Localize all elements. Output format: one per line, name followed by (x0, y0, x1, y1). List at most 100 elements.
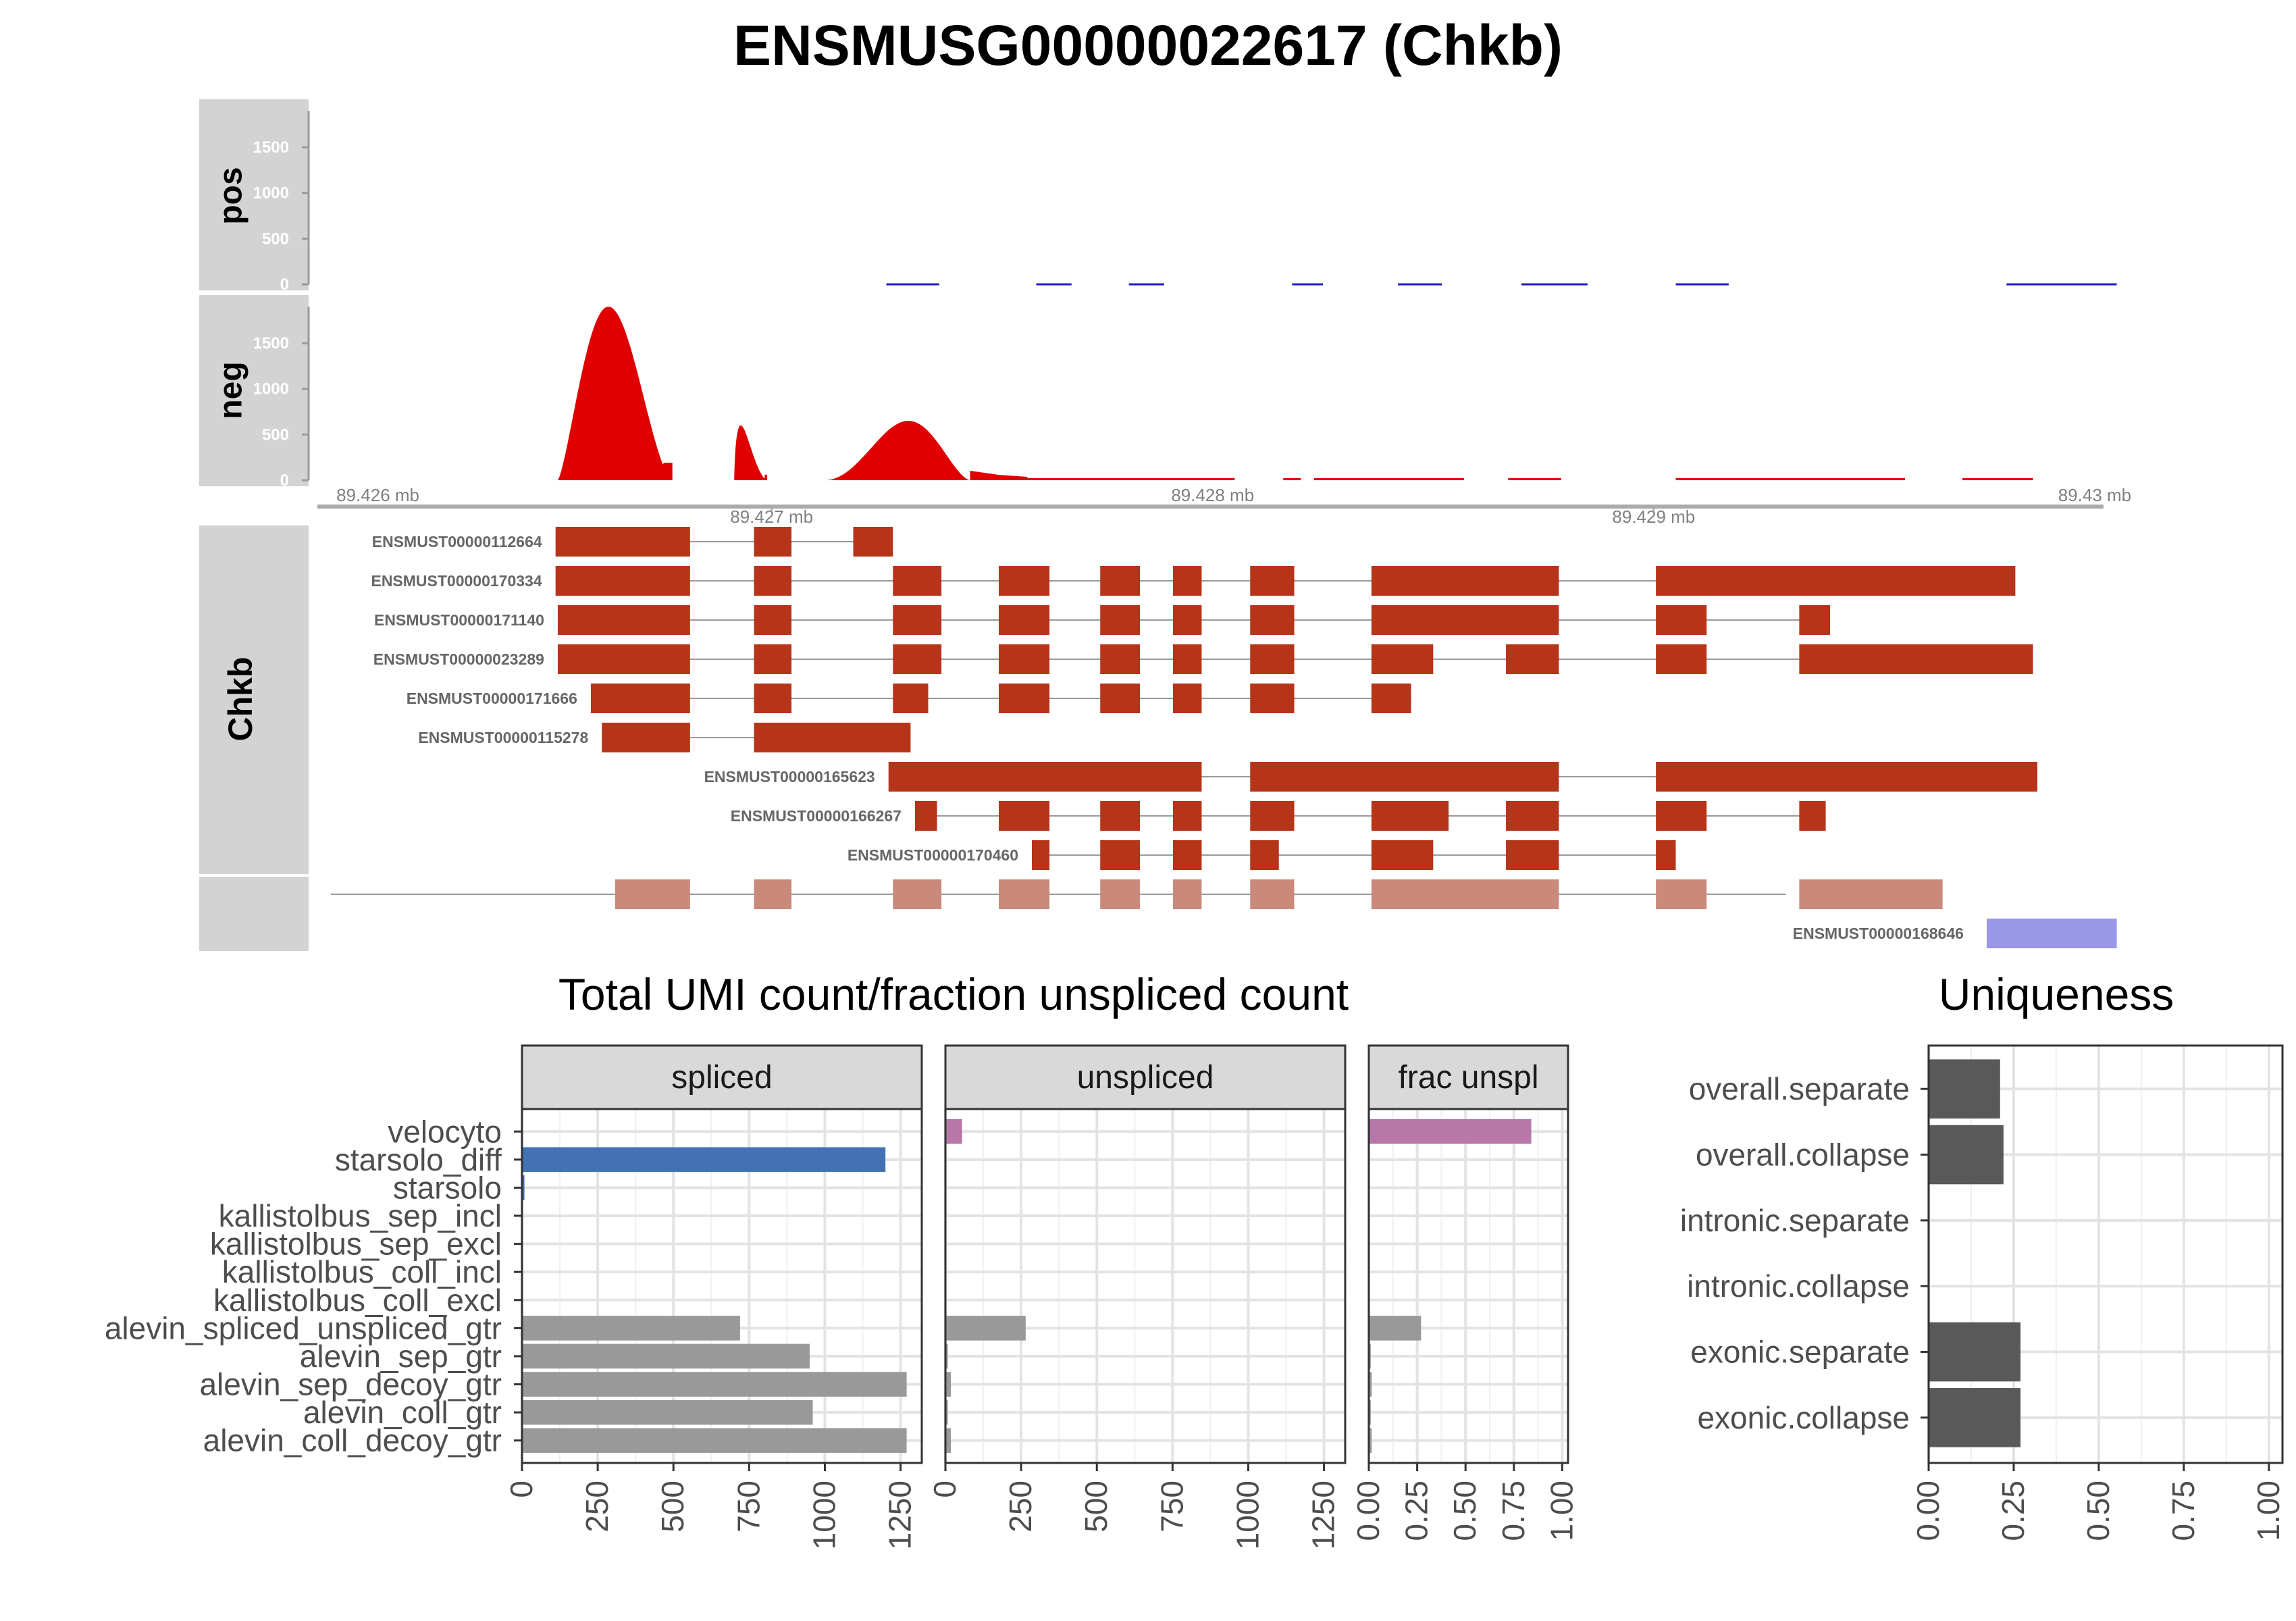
transcript-exon (893, 684, 929, 713)
uniqueness-category-label: exonic.collapse (1697, 1400, 1910, 1435)
transcript-label: ENSMUST00000165623 (704, 768, 875, 786)
category-label: starsolo_diff (335, 1142, 502, 1177)
gene-track-label: Chkb (221, 657, 259, 742)
transcript-exon (1100, 605, 1141, 635)
pos-tick-label: 0 (280, 276, 289, 294)
umi-bar (522, 1399, 813, 1425)
umi-bar (1369, 1372, 1372, 1397)
transcript-exon (557, 605, 690, 635)
umi-bar (522, 1428, 907, 1453)
transcript-exon (1506, 644, 1559, 674)
pos-track-strip (199, 99, 309, 290)
neg-tick-label: 1500 (253, 334, 289, 353)
transcript-exon (1371, 644, 1434, 674)
transcript-exon (1172, 684, 1202, 713)
transcript-exon (1100, 566, 1141, 596)
transcript-exon (590, 684, 690, 713)
neg-coverage-segment (1962, 478, 2033, 480)
extra-track-strip (199, 877, 309, 951)
uniqueness-bar (1929, 1322, 2021, 1382)
umi-bar (522, 1175, 525, 1200)
scale-tick-label: 89.43 mb (2058, 485, 2131, 505)
category-label: alevin_coll_decoy_gtr (203, 1423, 502, 1458)
umi-bar (945, 1343, 948, 1369)
facet-strip (1367, 1044, 1569, 1110)
x-tick-label: 1.00 (2251, 1481, 2286, 1541)
collapsed-exon (999, 879, 1050, 909)
category-label: alevin_spliced_unspliced_gtr (105, 1310, 502, 1345)
x-tick-label: 250 (579, 1481, 615, 1533)
transcript-exon (754, 527, 792, 557)
category-label: starsolo (393, 1170, 502, 1205)
facet-strip (944, 1044, 1347, 1110)
transcript-exon (754, 723, 911, 752)
pos-track-label: pos (213, 167, 249, 224)
neg-tick-label: 500 (262, 426, 289, 444)
category-label: alevin_sep_decoy_gtr (199, 1367, 502, 1402)
collapsed-exon (1100, 879, 1141, 909)
umi-bar (945, 1428, 951, 1453)
umi-bar (1369, 1118, 1532, 1144)
pos-tick-label: 500 (262, 230, 289, 248)
gene-track-strip (199, 525, 309, 874)
category-label: kallistolbus_sep_incl (219, 1198, 502, 1233)
transcript-exon (1250, 684, 1295, 713)
uniqueness-category-label: exonic.separate (1690, 1335, 1910, 1370)
transcript-exon (1250, 801, 1295, 831)
transcript-exon (1656, 644, 1707, 674)
umi-bar (1369, 1316, 1421, 1341)
transcript-exon (1371, 684, 1411, 713)
transcript-exon (893, 566, 942, 596)
neg-coverage-segment (1675, 478, 1906, 480)
collapsed-exon (1172, 879, 1202, 909)
transcript-exon (1506, 801, 1559, 831)
x-tick-label: 1250 (883, 1481, 918, 1549)
x-tick-label: 1.00 (1544, 1481, 1579, 1541)
x-tick-label: 500 (1078, 1481, 1114, 1533)
transcript-exon (1371, 840, 1434, 870)
transcript-exon (1656, 605, 1707, 635)
umi-bar (945, 1118, 962, 1144)
transcript-exon (1656, 762, 2038, 792)
transcript-exon (1371, 605, 1559, 635)
transcript-exon (999, 566, 1050, 596)
figure-title: ENSMUSG00000022617 (Chkb) (733, 14, 1563, 77)
scale-tick-label: 89.426 mb (336, 485, 419, 505)
transcript-exon (1799, 605, 1831, 635)
transcript-exon (1250, 644, 1295, 674)
transcript-exon (1172, 840, 1202, 870)
facet-strip-label: frac unspl (1398, 1060, 1538, 1096)
neg-coverage-segment (1027, 478, 1235, 480)
extra-transcript-exon (1986, 919, 2117, 948)
transcript-label: ENSMUST00000170460 (847, 846, 1018, 864)
collapsed-exon (615, 879, 690, 909)
x-tick-label: 0.50 (2081, 1481, 2116, 1541)
collapsed-exon (1250, 879, 1295, 909)
neg-y-axis: 0 500 1000 1500 (253, 307, 310, 490)
genome-scale-bar: 89.426 mb 89.428 mb 89.43 mb 89.427 mb 89.42… (317, 485, 2131, 527)
uniqueness-category-label: intronic.collapse (1687, 1268, 1910, 1304)
facet-border (1367, 1108, 1569, 1464)
umi-bar (522, 1147, 886, 1173)
transcript-models: ENSMUST00000112664 ENSMUST00000170334 ENSM… (330, 527, 2117, 948)
x-tick-label: 0.00 (1910, 1481, 1946, 1541)
pos-y-axis: 0 500 1000 1500 (253, 111, 310, 294)
transcript-exon (1172, 566, 1202, 596)
transcript-label: ENSMUST00000171140 (374, 611, 544, 629)
collapsed-exon (1799, 879, 1943, 909)
neg-coverage-peak (557, 307, 673, 480)
facet-border (521, 1108, 923, 1464)
uniqueness-bar (1929, 1059, 2000, 1119)
transcript-exon (555, 527, 690, 557)
x-tick-label: 0.75 (2166, 1481, 2201, 1541)
transcript-exon (754, 566, 792, 596)
transcript-exon (557, 644, 690, 674)
transcript-exon (754, 684, 792, 713)
transcript-exon (1250, 605, 1295, 635)
transcript-label: ENSMUST00000170334 (371, 572, 542, 590)
transcript-exon (999, 644, 1050, 674)
transcript-exon (754, 605, 792, 635)
umi-bar (522, 1343, 810, 1369)
category-label: kallistolbus_coll_incl (222, 1254, 502, 1289)
